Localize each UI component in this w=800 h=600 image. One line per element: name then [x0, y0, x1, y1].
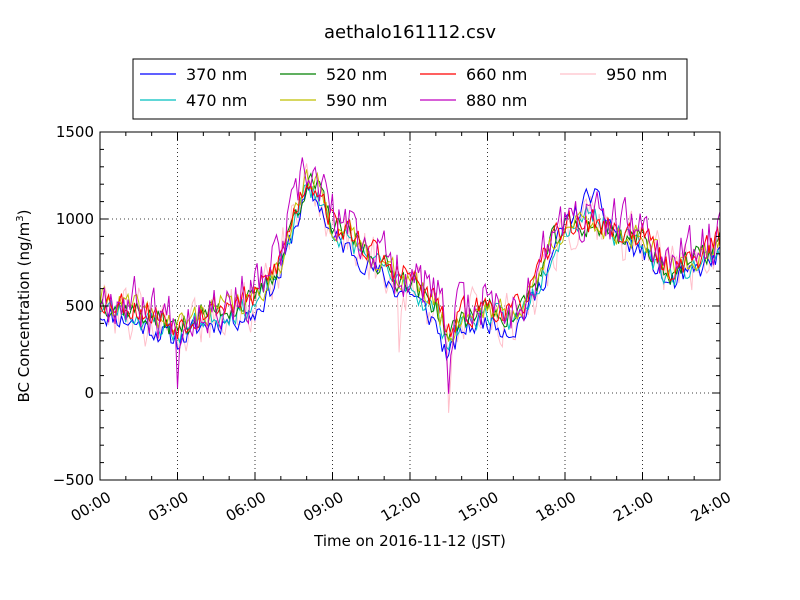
legend-label: 660 nm [466, 65, 527, 84]
series-layer [100, 157, 720, 413]
chart-title: aethalo161112.csv [324, 22, 496, 43]
legend-label: 590 nm [326, 91, 387, 110]
x-tick-label: 06:00 [223, 488, 269, 525]
x-tick-label: 09:00 [300, 488, 346, 525]
y-tick-label: 500 [65, 297, 94, 315]
legend-label: 950 nm [606, 65, 667, 84]
legend-label: 370 nm [186, 65, 247, 84]
x-tick-label: 15:00 [455, 488, 501, 525]
y-tick-labels: −500 0 500 1000 1500 [53, 123, 94, 489]
x-axis-label: Time on 2016-11-12 (JST) [313, 532, 506, 550]
legend-box [132, 58, 688, 120]
legend: 370 nm 470 nm 520 nm 590 nm 660 nm 880 nm 950 … [132, 58, 688, 120]
y-tick-label: 0 [84, 384, 94, 402]
series-line-880-nm [100, 157, 720, 394]
x-tick-labels: 00:00 03:00 06:00 09:00 12:00 15:00 18:00 21:00… [68, 488, 734, 525]
x-tick-label: 12:00 [378, 488, 424, 525]
grid-lines [100, 132, 720, 480]
legend-label: 880 nm [466, 91, 527, 110]
x-tick-label: 24:00 [688, 488, 734, 525]
x-tick-label: 21:00 [610, 488, 656, 525]
y-axis-label-end: ) [15, 210, 33, 216]
series-line-590-nm [100, 169, 720, 344]
y-tick-label: 1500 [56, 123, 94, 141]
y-axis-label-sup: 3 [15, 215, 26, 221]
x-tick-label: 03:00 [145, 488, 191, 525]
x-tick-label: 18:00 [533, 488, 579, 525]
legend-label: 470 nm [186, 91, 247, 110]
y-axis-label-main: BC Concentration (ng/m [15, 222, 33, 403]
y-tick-label: −500 [53, 471, 94, 489]
y-axis-label: BC Concentration (ng/m3) [15, 210, 33, 403]
x-tick-label: 00:00 [68, 488, 114, 525]
y-tick-label: 1000 [56, 210, 94, 228]
axis-ticks [99, 131, 721, 481]
legend-label: 520 nm [326, 65, 387, 84]
